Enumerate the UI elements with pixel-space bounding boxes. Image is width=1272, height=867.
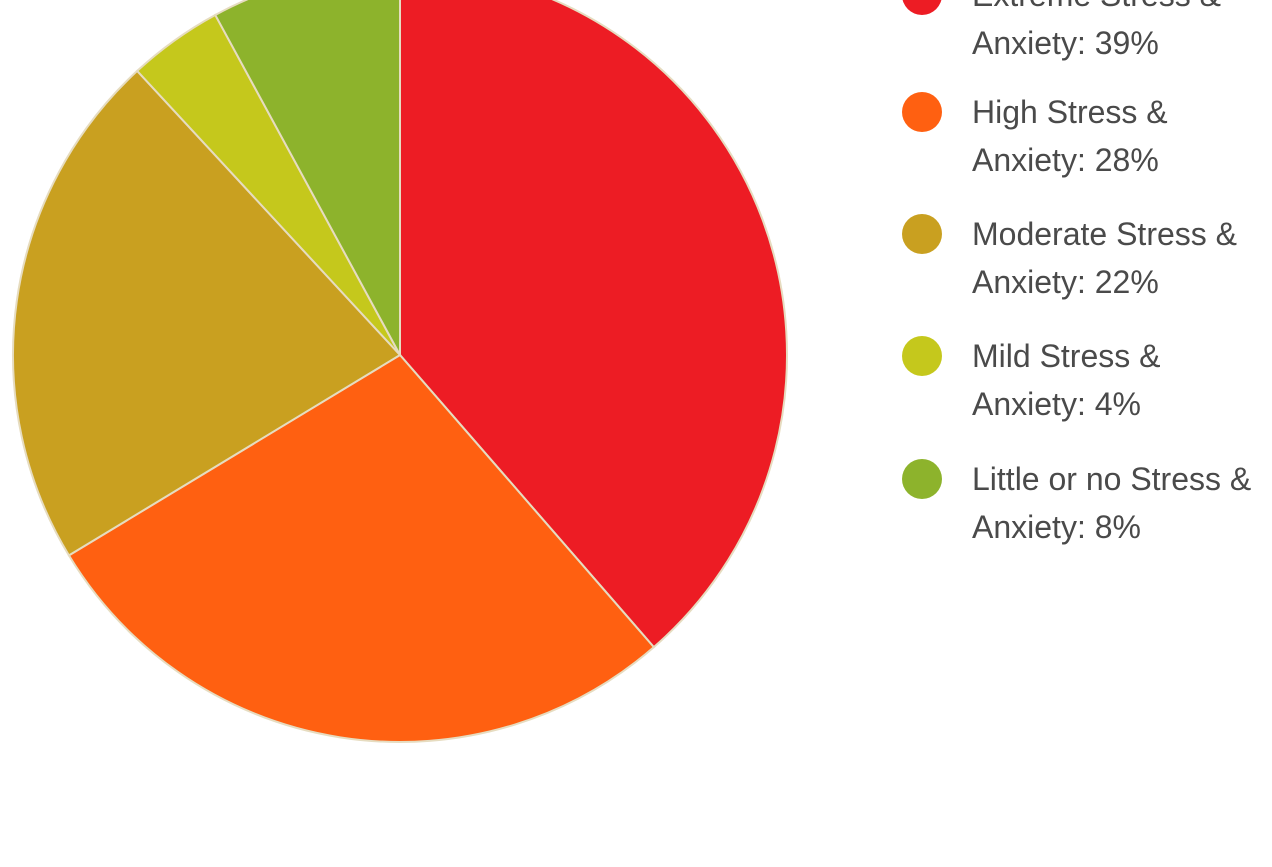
legend-marker	[902, 336, 942, 376]
pie-slice	[213, 0, 401, 356]
legend-marker	[902, 214, 942, 254]
legend-marker	[902, 459, 942, 499]
pie-slice	[399, 0, 788, 649]
legend-label: High Stress & Anxiety: 28%	[972, 94, 1168, 178]
legend-label: Little or no Stress & Anxiety: 8%	[972, 461, 1252, 545]
legend-label: Extreme Stress & Anxiety: 39%	[972, 0, 1221, 61]
legend-label: Moderate Stress & Anxiety: 22%	[972, 216, 1237, 300]
legend-label: Mild Stress & Anxiety: 4%	[972, 338, 1161, 422]
legend-marker	[902, 92, 942, 132]
pie-slice	[67, 353, 656, 743]
pie-slice	[12, 69, 402, 557]
legend-marker	[902, 0, 942, 15]
